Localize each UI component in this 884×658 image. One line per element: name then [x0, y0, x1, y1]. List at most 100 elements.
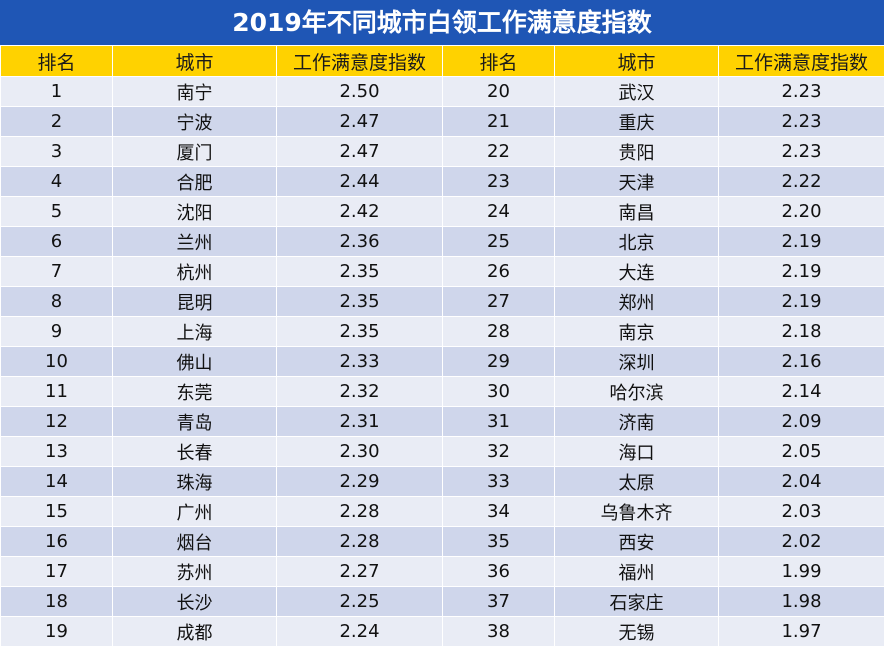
page-title: 2019年不同城市白领工作满意度指数 [0, 0, 884, 45]
cell-index-left: 2.33 [276, 346, 443, 377]
cell-rank-left: 17 [0, 556, 113, 587]
cell-city-right: 乌鲁木齐 [554, 496, 719, 527]
cell-index-right: 2.16 [718, 346, 884, 377]
cell-city-left: 珠海 [112, 466, 277, 497]
cell-index-left: 2.50 [276, 76, 443, 107]
cell-rank-left: 13 [0, 436, 113, 467]
cell-city-left: 宁波 [112, 106, 277, 137]
cell-rank-left: 5 [0, 196, 113, 227]
table-row: 3 厦门 2.47 22 贵阳 2.23 [0, 136, 884, 167]
cell-index-right: 2.02 [718, 526, 884, 557]
cell-rank-right: 20 [442, 76, 555, 107]
cell-rank-right: 30 [442, 376, 555, 407]
cell-city-right: 贵阳 [554, 136, 719, 167]
header-city-right: 城市 [554, 45, 719, 77]
table-row: 18 长沙 2.25 37 石家庄 1.98 [0, 586, 884, 617]
cell-index-left: 2.28 [276, 526, 443, 557]
header-index-right: 工作满意度指数 [718, 45, 884, 77]
cell-city-left: 合肥 [112, 166, 277, 197]
cell-rank-left: 11 [0, 376, 113, 407]
cell-city-left: 兰州 [112, 226, 277, 257]
cell-city-left: 上海 [112, 316, 277, 347]
table-row: 19 成都 2.24 38 无锡 1.97 [0, 616, 884, 647]
cell-index-right: 1.98 [718, 586, 884, 617]
cell-rank-right: 21 [442, 106, 555, 137]
cell-index-right: 2.05 [718, 436, 884, 467]
table-row: 12 青岛 2.31 31 济南 2.09 [0, 406, 884, 437]
cell-city-left: 佛山 [112, 346, 277, 377]
cell-city-right: 重庆 [554, 106, 719, 137]
cell-city-right: 海口 [554, 436, 719, 467]
cell-city-left: 成都 [112, 616, 277, 647]
cell-index-right: 2.19 [718, 286, 884, 317]
cell-rank-right: 24 [442, 196, 555, 227]
table-row: 10 佛山 2.33 29 深圳 2.16 [0, 346, 884, 377]
table-row: 13 长春 2.30 32 海口 2.05 [0, 436, 884, 467]
cell-rank-left: 16 [0, 526, 113, 557]
cell-city-right: 西安 [554, 526, 719, 557]
cell-city-right: 北京 [554, 226, 719, 257]
table-row: 7 杭州 2.35 26 大连 2.19 [0, 256, 884, 287]
cell-city-right: 天津 [554, 166, 719, 197]
cell-city-left: 南宁 [112, 76, 277, 107]
cell-city-left: 长沙 [112, 586, 277, 617]
cell-index-left: 2.32 [276, 376, 443, 407]
cell-city-right: 太原 [554, 466, 719, 497]
cell-city-right: 福州 [554, 556, 719, 587]
header-index-left: 工作满意度指数 [276, 45, 443, 77]
cell-rank-left: 3 [0, 136, 113, 167]
cell-rank-right: 34 [442, 496, 555, 527]
cell-rank-left: 14 [0, 466, 113, 497]
cell-city-left: 杭州 [112, 256, 277, 287]
cell-index-right: 2.23 [718, 106, 884, 137]
cell-index-left: 2.30 [276, 436, 443, 467]
table-row: 9 上海 2.35 28 南京 2.18 [0, 316, 884, 347]
table-row: 14 珠海 2.29 33 太原 2.04 [0, 466, 884, 497]
cell-rank-right: 38 [442, 616, 555, 647]
cell-index-left: 2.47 [276, 136, 443, 167]
cell-rank-left: 4 [0, 166, 113, 197]
cell-rank-left: 18 [0, 586, 113, 617]
cell-index-left: 2.27 [276, 556, 443, 587]
cell-index-left: 2.35 [276, 286, 443, 317]
cell-city-right: 大连 [554, 256, 719, 287]
cell-rank-right: 33 [442, 466, 555, 497]
cell-index-right: 2.23 [718, 76, 884, 107]
cell-rank-left: 15 [0, 496, 113, 527]
cell-rank-right: 31 [442, 406, 555, 437]
cell-index-right: 2.19 [718, 256, 884, 287]
cell-rank-right: 29 [442, 346, 555, 377]
cell-rank-right: 26 [442, 256, 555, 287]
cell-index-left: 2.36 [276, 226, 443, 257]
cell-index-right: 1.99 [718, 556, 884, 587]
cell-rank-right: 37 [442, 586, 555, 617]
cell-city-right: 济南 [554, 406, 719, 437]
cell-index-left: 2.44 [276, 166, 443, 197]
cell-city-right: 深圳 [554, 346, 719, 377]
table-row: 11 东莞 2.32 30 哈尔滨 2.14 [0, 376, 884, 407]
cell-rank-left: 7 [0, 256, 113, 287]
cell-rank-right: 25 [442, 226, 555, 257]
cell-rank-left: 10 [0, 346, 113, 377]
cell-city-left: 长春 [112, 436, 277, 467]
cell-rank-left: 2 [0, 106, 113, 137]
cell-rank-left: 8 [0, 286, 113, 317]
cell-city-right: 无锡 [554, 616, 719, 647]
cell-rank-right: 22 [442, 136, 555, 167]
cell-index-right: 2.20 [718, 196, 884, 227]
table-header-row: 排名 城市 工作满意度指数 排名 城市 工作满意度指数 [0, 45, 884, 77]
table-row: 1 南宁 2.50 20 武汉 2.23 [0, 76, 884, 107]
cell-city-right: 石家庄 [554, 586, 719, 617]
cell-city-left: 广州 [112, 496, 277, 527]
table-row: 15 广州 2.28 34 乌鲁木齐 2.03 [0, 496, 884, 527]
cell-index-right: 2.09 [718, 406, 884, 437]
cell-index-right: 2.03 [718, 496, 884, 527]
cell-rank-left: 1 [0, 76, 113, 107]
cell-rank-right: 35 [442, 526, 555, 557]
cell-rank-right: 32 [442, 436, 555, 467]
cell-index-left: 2.25 [276, 586, 443, 617]
cell-index-left: 2.24 [276, 616, 443, 647]
table-row: 4 合肥 2.44 23 天津 2.22 [0, 166, 884, 197]
cell-rank-right: 28 [442, 316, 555, 347]
table-body: 1 南宁 2.50 20 武汉 2.23 2 宁波 2.47 21 重庆 2.23 3 厦门 2.47 22 贵… [0, 76, 884, 647]
